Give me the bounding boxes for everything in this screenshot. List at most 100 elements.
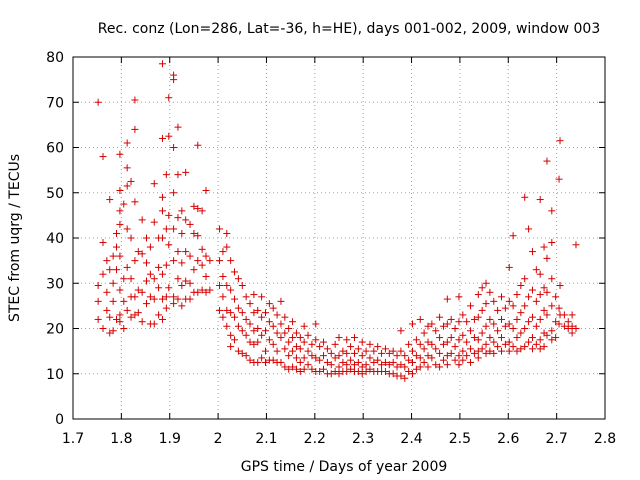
- data-point: [289, 347, 297, 355]
- data-point: [552, 293, 560, 301]
- data-point: [254, 358, 262, 366]
- data-point: [432, 345, 440, 353]
- data-point: [186, 279, 194, 287]
- data-point: [397, 347, 405, 355]
- data-point: [292, 354, 300, 362]
- data-point: [219, 313, 227, 321]
- data-point: [123, 225, 131, 233]
- data-point: [150, 295, 158, 303]
- data-point: [424, 322, 432, 330]
- data-point: [231, 268, 239, 276]
- data-point: [513, 291, 521, 299]
- data-point: [281, 329, 289, 337]
- data-point: [362, 347, 370, 355]
- data-point: [420, 358, 428, 366]
- data-point: [143, 277, 151, 285]
- data-point: [416, 363, 424, 371]
- data-point: [99, 270, 107, 278]
- data-point: [490, 297, 498, 305]
- data-point: [300, 338, 308, 346]
- data-point: [94, 282, 102, 290]
- data-point: [409, 370, 417, 378]
- data-point: [170, 76, 178, 84]
- x-tick-label: 2.3: [352, 431, 374, 447]
- data-point: [143, 234, 151, 242]
- data-point: [513, 334, 521, 342]
- data-point: [106, 266, 114, 274]
- data-point: [564, 325, 572, 332]
- data-point: [94, 297, 102, 305]
- data-point: [568, 329, 576, 337]
- data-point: [219, 248, 227, 256]
- data-point: [246, 300, 254, 308]
- data-point: [556, 282, 564, 290]
- data-point: [525, 318, 533, 326]
- data-point: [242, 352, 250, 360]
- data-point: [261, 347, 269, 355]
- data-point: [335, 352, 343, 360]
- x-tick-label: 2.5: [449, 431, 471, 447]
- data-point: [517, 309, 525, 317]
- data-point: [186, 252, 194, 260]
- data-point: [517, 345, 525, 353]
- data-point: [289, 334, 297, 342]
- data-point: [250, 340, 258, 348]
- data-point: [174, 295, 182, 303]
- data-point: [474, 313, 482, 321]
- data-point: [374, 356, 382, 364]
- data-point: [486, 334, 494, 342]
- data-point: [242, 331, 250, 339]
- data-point: [478, 284, 486, 292]
- data-point: [556, 137, 564, 145]
- data-point: [548, 302, 556, 310]
- data-point: [120, 325, 128, 332]
- data-point: [343, 336, 351, 344]
- y-tick-label: 10: [46, 367, 64, 383]
- data-point: [498, 293, 506, 301]
- data-point: [327, 361, 335, 369]
- data-point: [432, 361, 440, 369]
- data-point: [548, 239, 556, 247]
- data-point: [216, 282, 224, 290]
- data-point: [467, 327, 475, 335]
- data-point: [223, 306, 231, 314]
- data-point: [335, 334, 343, 342]
- data-point: [258, 331, 266, 339]
- data-point: [250, 309, 258, 317]
- data-point: [490, 349, 498, 357]
- data-point: [170, 225, 178, 233]
- data-point: [158, 207, 166, 215]
- data-point: [194, 205, 202, 213]
- data-point: [174, 214, 182, 222]
- data-point: [170, 144, 178, 151]
- data-point: [289, 363, 297, 371]
- data-point: [165, 284, 173, 292]
- data-point: [528, 286, 536, 294]
- data-point: [443, 361, 451, 369]
- data-point: [155, 284, 163, 292]
- data-point: [490, 338, 498, 346]
- data-point: [265, 336, 273, 344]
- data-point: [227, 343, 235, 351]
- data-point: [146, 293, 154, 301]
- data-point: [543, 288, 551, 296]
- data-point: [323, 345, 331, 353]
- data-point: [178, 302, 186, 310]
- data-point: [378, 361, 386, 369]
- data-point: [494, 327, 502, 335]
- data-point: [120, 200, 128, 208]
- data-point: [158, 295, 166, 303]
- data-point: [548, 336, 556, 344]
- data-point: [443, 295, 451, 303]
- data-point: [223, 322, 231, 330]
- data-point: [335, 370, 343, 378]
- data-point: [170, 257, 178, 265]
- data-point: [339, 358, 347, 366]
- data-point: [412, 336, 420, 344]
- data-point: [281, 345, 289, 353]
- data-point: [99, 239, 107, 247]
- data-point: [316, 343, 324, 351]
- data-point: [428, 340, 436, 348]
- chart-title: Rec. conz (Lon=286, Lat=-36, h=HE), days…: [98, 21, 600, 37]
- data-point: [242, 315, 250, 323]
